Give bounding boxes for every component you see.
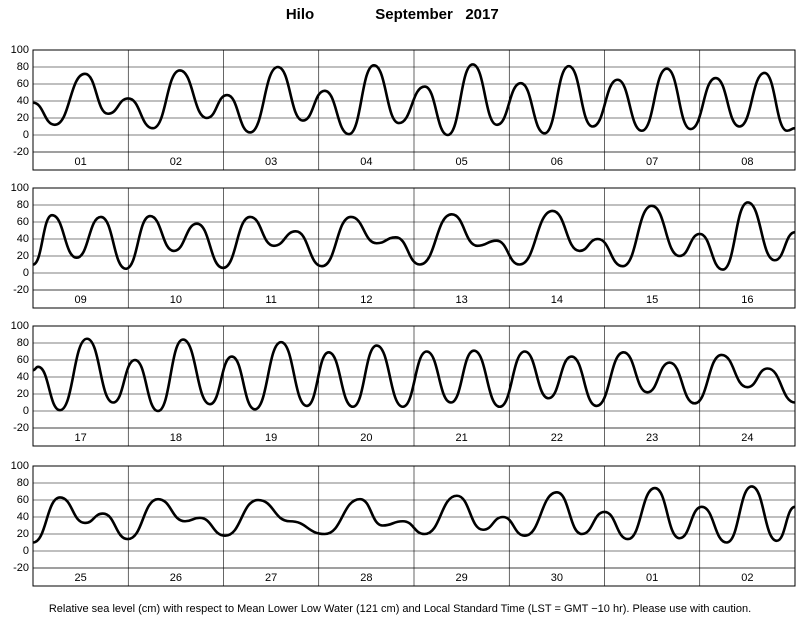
- y-tick-label: 0: [23, 545, 29, 557]
- day-label: 27: [265, 572, 277, 584]
- panel-frame: [32, 465, 796, 587]
- day-label: 23: [646, 432, 658, 444]
- day-label: 06: [551, 156, 563, 168]
- day-label: 03: [265, 156, 277, 168]
- y-tick-label: 0: [23, 405, 29, 417]
- y-tick-label: 80: [17, 61, 29, 73]
- panel-frame: [32, 49, 796, 171]
- y-tick-label: 20: [17, 250, 29, 262]
- y-tick-label: 100: [11, 320, 29, 332]
- y-tick-label: 40: [17, 233, 29, 245]
- day-label: 01: [75, 156, 87, 168]
- y-tick-label: 20: [17, 528, 29, 540]
- y-tick-label: 20: [17, 112, 29, 124]
- y-tick-label: 60: [17, 78, 29, 90]
- day-label: 17: [75, 432, 87, 444]
- day-label: 16: [741, 294, 753, 306]
- y-tick-label: 80: [17, 477, 29, 489]
- day-label: 21: [456, 432, 468, 444]
- day-label: 11: [265, 294, 276, 306]
- day-label: 20: [360, 432, 372, 444]
- panel-frame: [32, 325, 796, 447]
- y-tick-label: 80: [17, 337, 29, 349]
- month-title: September 2017: [375, 6, 498, 23]
- day-label: 15: [646, 294, 658, 306]
- day-label: 04: [360, 156, 372, 168]
- y-tick-label: 60: [17, 494, 29, 506]
- y-tick-label: 40: [17, 95, 29, 107]
- day-label: 28: [360, 572, 372, 584]
- day-label: 26: [170, 572, 182, 584]
- day-label: 09: [75, 294, 87, 306]
- panel-frame: [32, 187, 796, 309]
- day-label: 30: [551, 572, 563, 584]
- day-label: 08: [741, 156, 753, 168]
- day-label: 05: [456, 156, 468, 168]
- day-label: 07: [646, 156, 658, 168]
- day-label: 10: [170, 294, 182, 306]
- y-tick-label: -20: [13, 284, 29, 296]
- y-tick-label: 100: [11, 460, 29, 472]
- day-label: 14: [551, 294, 563, 306]
- footer-note: Relative sea level (cm) with respect to …: [49, 603, 751, 615]
- day-label: 25: [75, 572, 87, 584]
- day-label: 02: [170, 156, 182, 168]
- y-tick-label: 40: [17, 511, 29, 523]
- y-tick-label: 100: [11, 44, 29, 56]
- day-label: 22: [551, 432, 563, 444]
- day-label: 24: [741, 432, 753, 444]
- tide-curve: [32, 337, 796, 413]
- y-tick-label: 0: [23, 129, 29, 141]
- y-tick-label: 40: [17, 371, 29, 383]
- tide-curve: [32, 485, 796, 544]
- y-tick-label: -20: [13, 146, 29, 158]
- day-label: 29: [456, 572, 468, 584]
- y-tick-label: 60: [17, 216, 29, 228]
- y-tick-label: 100: [11, 182, 29, 194]
- day-label: 18: [170, 432, 182, 444]
- day-label: 19: [265, 432, 277, 444]
- y-tick-label: 0: [23, 267, 29, 279]
- day-label: 13: [456, 294, 468, 306]
- y-tick-label: -20: [13, 422, 29, 434]
- day-label: 02: [741, 572, 753, 584]
- day-label: 01: [646, 572, 658, 584]
- y-tick-label: 60: [17, 354, 29, 366]
- day-label: 12: [360, 294, 372, 306]
- station-title: Hilo: [286, 6, 314, 23]
- tide-curve: [32, 201, 796, 271]
- tide-curve: [32, 63, 796, 137]
- y-tick-label: -20: [13, 562, 29, 574]
- y-tick-label: 20: [17, 388, 29, 400]
- y-tick-label: 80: [17, 199, 29, 211]
